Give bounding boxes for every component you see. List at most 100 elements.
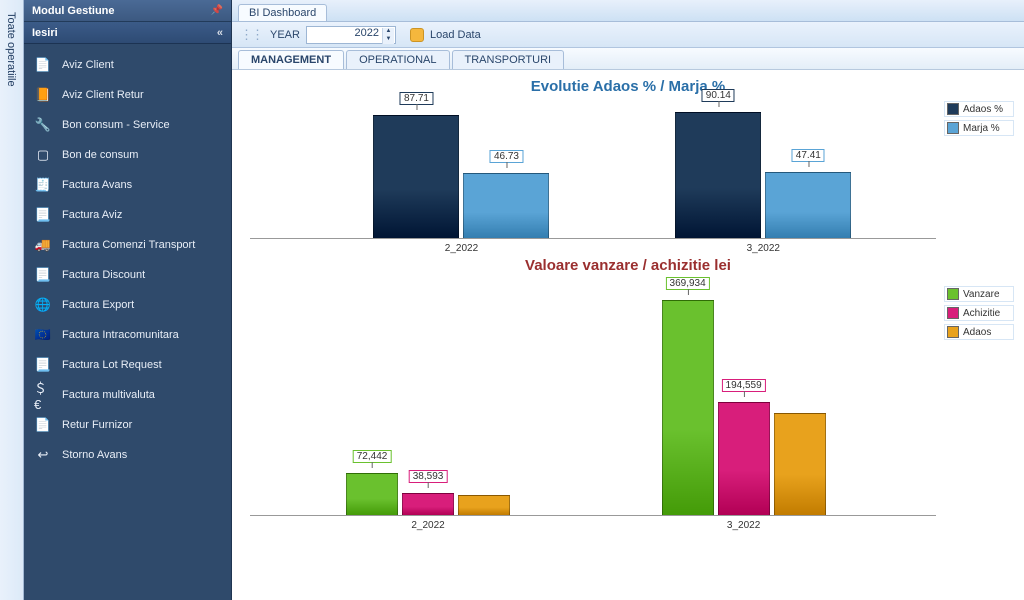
- bar: 369,934: [662, 300, 714, 515]
- chart-valoare: Valoare vanzare / achizitie lei 72,442 38…: [242, 257, 1014, 536]
- chart1-legend: Adaos % Marja %: [944, 99, 1014, 257]
- sidebar-item-12[interactable]: 📄 Retur Furnizor: [24, 410, 231, 440]
- chart2-legend: Vanzare Achizitie Adaos: [944, 284, 1014, 536]
- tab-transporturi[interactable]: TRANSPORTURI: [452, 50, 565, 69]
- content: Evolutie Adaos % / Marja % 87.7146.732_2…: [232, 70, 1024, 600]
- sidebar-item-label: Factura Lot Request: [62, 359, 162, 371]
- year-spinner[interactable]: ▲▼: [382, 28, 394, 44]
- year-input[interactable]: 2022 ▲▼: [306, 26, 396, 44]
- bar-value-label: 38,593: [409, 470, 448, 483]
- sidebar-item-icon: 📄: [34, 417, 52, 433]
- subtabs: MANAGEMENT OPERATIONAL TRANSPORTURI: [232, 48, 1024, 70]
- vertical-tab-label: Toate operatiile: [0, 0, 17, 87]
- sidebar-item-label: Factura Export: [62, 299, 134, 311]
- bar: 46.73: [463, 173, 549, 238]
- sidebar-item-icon: ▢: [34, 147, 52, 163]
- sidebar-item-label: Aviz Client: [62, 59, 114, 71]
- document-tabbar: BI Dashboard: [232, 0, 1024, 22]
- year-label: YEAR: [270, 29, 300, 41]
- sidebar-item-8[interactable]: 🌐 Factura Export: [24, 290, 231, 320]
- sidebar-item-icon: 🧾: [34, 177, 52, 193]
- sidebar-item-6[interactable]: 🚚 Factura Comenzi Transport: [24, 230, 231, 260]
- sidebar-item-11[interactable]: ＄€ Factura multivaluta: [24, 380, 231, 410]
- sidebar-item-icon: 📃: [34, 267, 52, 283]
- vertical-tab[interactable]: Toate operatiile: [0, 0, 24, 600]
- sidebar-item-icon: ＄€: [34, 387, 52, 403]
- legend-item: Achizitie: [944, 305, 1014, 321]
- toolbar: ⋮⋮ YEAR 2022 ▲▼ Load Data: [232, 22, 1024, 48]
- legend-item: Adaos %: [944, 101, 1014, 117]
- sidebar-item-4[interactable]: 🧾 Factura Avans: [24, 170, 231, 200]
- pin-icon[interactable]: 📌: [211, 0, 223, 22]
- sidebar-item-label: Storno Avans: [62, 449, 127, 461]
- x-axis-label: 2_2022: [411, 520, 444, 531]
- bar: 38,593: [402, 493, 454, 515]
- sidebar-item-label: Factura Comenzi Transport: [62, 239, 195, 251]
- sidebar-item-13[interactable]: ↩ Storno Avans: [24, 440, 231, 470]
- sidebar-item-0[interactable]: 📄 Aviz Client: [24, 50, 231, 80]
- sidebar-item-7[interactable]: 📃 Factura Discount: [24, 260, 231, 290]
- sidebar-item-10[interactable]: 📃 Factura Lot Request: [24, 350, 231, 380]
- sidebar-item-icon: 🚚: [34, 237, 52, 253]
- legend-item: Marja %: [944, 120, 1014, 136]
- bar: [458, 495, 510, 515]
- bar-value-label: 72,442: [353, 450, 392, 463]
- tab-bi-dashboard[interactable]: BI Dashboard: [238, 4, 327, 21]
- bar-value-label: 87.71: [400, 92, 433, 105]
- sidebar-item-label: Aviz Client Retur: [62, 89, 144, 101]
- chart1-title: Evolutie Adaos % / Marja %: [242, 78, 1014, 95]
- bar-value-label: 90.14: [702, 89, 735, 102]
- x-axis-label: 2_2022: [445, 243, 478, 254]
- sidebar-items: 📄 Aviz Client 📙 Aviz Client Retur 🔧 Bon consu…: [24, 44, 231, 476]
- sidebar-item-icon: 📃: [34, 207, 52, 223]
- sidebar-item-label: Factura Discount: [62, 269, 145, 281]
- toolbar-grip-icon: ⋮⋮: [240, 27, 262, 43]
- chevron-left-icon: «: [217, 22, 223, 44]
- sidebar-item-2[interactable]: 🔧 Bon consum - Service: [24, 110, 231, 140]
- bar: 87.71: [373, 115, 459, 238]
- sidebar-item-label: Factura Aviz: [62, 209, 122, 221]
- sidebar-item-icon: 🔧: [34, 117, 52, 133]
- chart2-title: Valoare vanzare / achizitie lei: [242, 257, 1014, 274]
- sidebar-item-icon: 📃: [34, 357, 52, 373]
- bar-value-label: 194,559: [722, 379, 766, 392]
- sidebar-item-5[interactable]: 📃 Factura Aviz: [24, 200, 231, 230]
- sidebar-item-icon: 📙: [34, 87, 52, 103]
- sidebar-item-label: Retur Furnizor: [62, 419, 132, 431]
- sidebar-header-title: Modul Gestiune: [32, 0, 115, 22]
- bar-value-label: 47.41: [792, 149, 825, 162]
- sidebar-item-label: Bon de consum: [62, 149, 138, 161]
- sidebar-item-label: Bon consum - Service: [62, 119, 170, 131]
- bar-value-label: 369,934: [666, 277, 710, 290]
- x-axis-label: 3_2022: [747, 243, 780, 254]
- sidebar-item-9[interactable]: 🇪🇺 Factura Intracomunitara: [24, 320, 231, 350]
- sidebar-item-3[interactable]: ▢ Bon de consum: [24, 140, 231, 170]
- sidebar-item-icon: ↩: [34, 447, 52, 463]
- database-icon: [410, 28, 424, 42]
- sidebar-item-label: Factura Intracomunitara: [62, 329, 179, 341]
- sidebar-item-icon: 🌐: [34, 297, 52, 313]
- tab-operational[interactable]: OPERATIONAL: [346, 50, 449, 69]
- bar: 47.41: [765, 172, 851, 238]
- chart-adaos-marja: Evolutie Adaos % / Marja % 87.7146.732_2…: [242, 78, 1014, 257]
- bar: 90.14: [675, 112, 761, 238]
- sidebar-header: Modul Gestiune 📌: [24, 0, 231, 22]
- legend-item: Vanzare: [944, 286, 1014, 302]
- chart1-plot: 87.7146.732_202290.1447.413_2022: [250, 99, 936, 239]
- sidebar-section-label: Iesiri: [32, 22, 58, 44]
- load-data-button[interactable]: Load Data: [430, 29, 481, 41]
- sidebar: Modul Gestiune 📌 Iesiri « 📄 Aviz Client 📙 A…: [24, 0, 232, 600]
- main: BI Dashboard ⋮⋮ YEAR 2022 ▲▼ Load Data M…: [232, 0, 1024, 600]
- bar: [774, 413, 826, 515]
- sidebar-section[interactable]: Iesiri «: [24, 22, 231, 44]
- sidebar-item-icon: 🇪🇺: [34, 327, 52, 343]
- sidebar-item-label: Factura Avans: [62, 179, 132, 191]
- bar: 194,559: [718, 402, 770, 515]
- x-axis-label: 3_2022: [727, 520, 760, 531]
- tab-management[interactable]: MANAGEMENT: [238, 50, 344, 69]
- sidebar-item-1[interactable]: 📙 Aviz Client Retur: [24, 80, 231, 110]
- sidebar-item-label: Factura multivaluta: [62, 389, 155, 401]
- legend-item: Adaos: [944, 324, 1014, 340]
- chart2-plot: 72,44238,5932_2022369,934194,5593_2022: [250, 284, 936, 516]
- sidebar-item-icon: 📄: [34, 57, 52, 73]
